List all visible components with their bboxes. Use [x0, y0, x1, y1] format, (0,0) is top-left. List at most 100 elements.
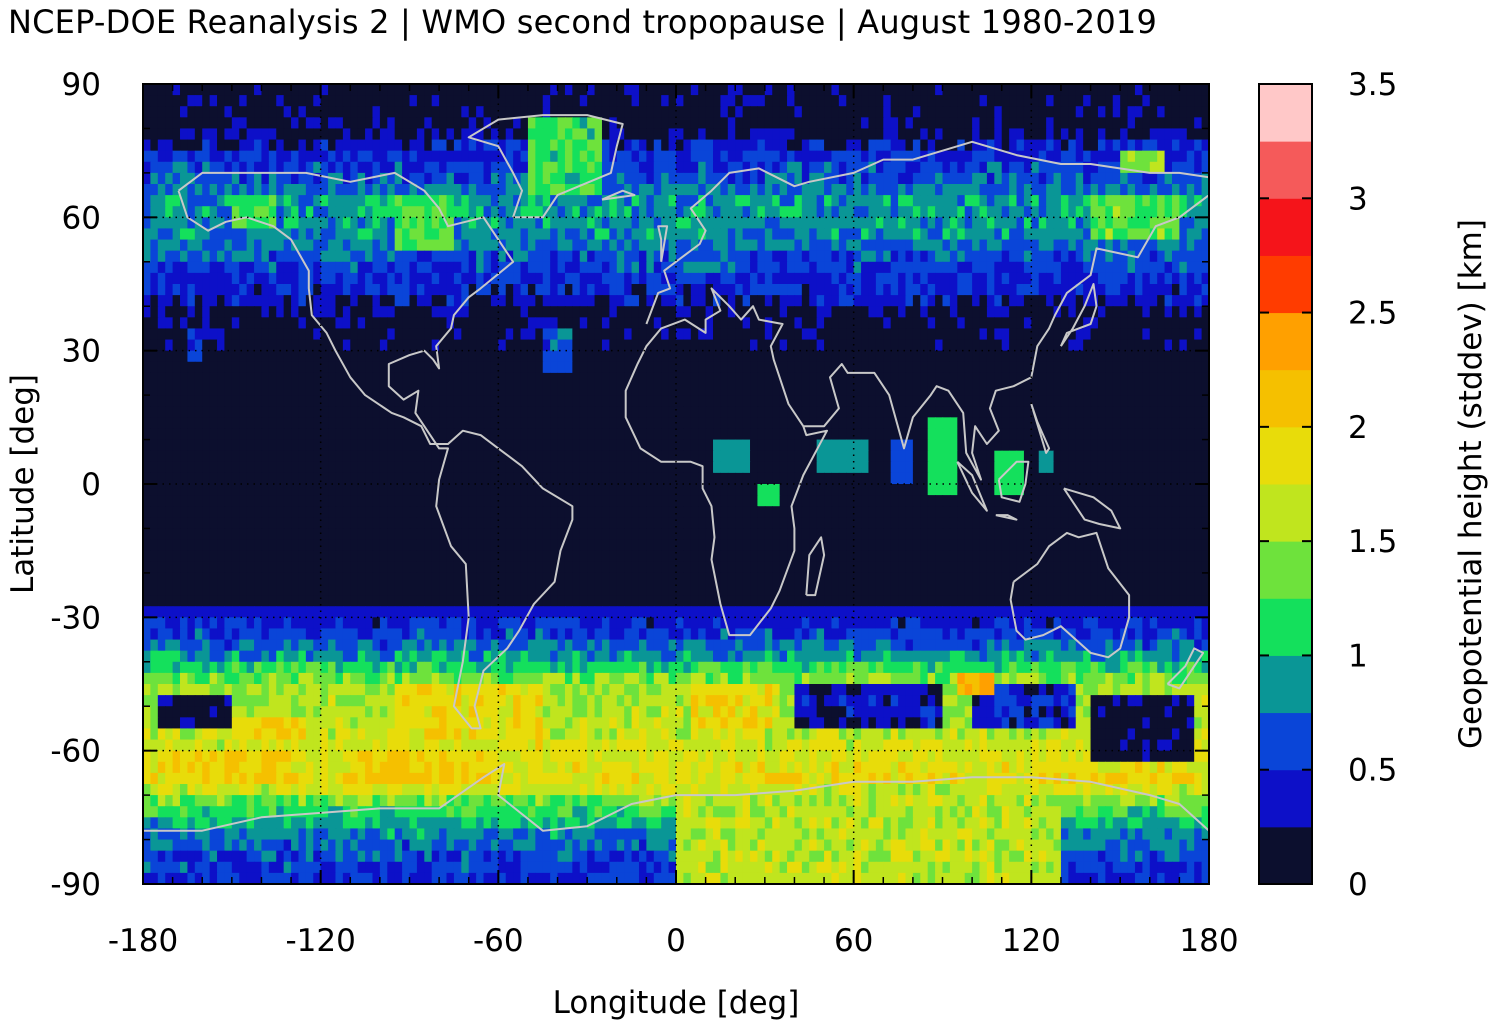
heatmap-cell: [727, 95, 736, 107]
heatmap-cell: [187, 372, 196, 385]
heatmap-cell: [713, 461, 722, 474]
heatmap-cell: [246, 184, 255, 196]
heatmap-cell: [935, 206, 944, 218]
heatmap-cell: [542, 372, 551, 385]
heatmap-cell: [668, 150, 677, 163]
heatmap-cell: [1075, 350, 1084, 363]
heatmap-cell: [705, 284, 714, 296]
heatmap-cell: [372, 272, 381, 285]
heatmap-cell: [698, 261, 707, 274]
heatmap-cell: [890, 317, 899, 330]
heatmap-cell: [231, 272, 240, 285]
heatmap-cell: [1134, 228, 1143, 241]
heatmap-cell: [320, 328, 329, 341]
heatmap-cell: [513, 417, 522, 430]
heatmap-cell: [1090, 406, 1099, 418]
heatmap-cell: [713, 339, 722, 352]
heatmap-cell: [1120, 117, 1129, 130]
heatmap-cell: [757, 106, 766, 118]
heatmap-cell: [505, 317, 514, 330]
heatmap-cell: [609, 228, 618, 241]
heatmap-cell: [1023, 139, 1032, 152]
heatmap-cell: [905, 139, 914, 152]
heatmap-cell: [180, 261, 189, 274]
heatmap-cell: [875, 428, 884, 441]
heatmap-cell: [172, 284, 181, 296]
heatmap-cell: [779, 372, 788, 385]
heatmap-cell: [305, 239, 314, 252]
heatmap-cell: [794, 328, 803, 341]
heatmap-cell: [1201, 317, 1209, 330]
heatmap-cell: [809, 150, 818, 163]
heatmap-cell: [209, 172, 218, 185]
heatmap-cell: [683, 95, 692, 107]
heatmap-cell: [276, 239, 285, 252]
heatmap-cell: [1112, 317, 1121, 330]
heatmap-cell: [912, 217, 921, 230]
heatmap-cell: [853, 161, 862, 174]
heatmap-cell: [1097, 228, 1106, 241]
heatmap-cell: [202, 128, 211, 141]
heatmap-cell: [542, 439, 551, 452]
heatmap-cell: [986, 117, 995, 130]
heatmap-cell: [564, 139, 573, 152]
heatmap-cell: [490, 217, 499, 230]
heatmap-cell: [772, 150, 781, 163]
heatmap-cell: [446, 217, 455, 230]
heatmap-cell: [1068, 106, 1077, 118]
heatmap-cell: [342, 384, 351, 396]
heatmap-cell: [986, 328, 995, 341]
heatmap-cell: [705, 250, 714, 263]
heatmap-cell: [1120, 195, 1129, 207]
heatmap-cell: [653, 450, 662, 463]
heatmap-cell: [957, 272, 966, 285]
heatmap-cell: [1164, 439, 1173, 452]
heatmap-cell: [402, 450, 411, 463]
heatmap-cell: [875, 139, 884, 152]
heatmap-cell: [698, 150, 707, 163]
heatmap-cell: [972, 84, 981, 96]
heatmap-cell: [1171, 384, 1180, 396]
heatmap-cell: [1112, 439, 1121, 452]
heatmap-cell: [542, 395, 551, 407]
heatmap-cell: [927, 95, 936, 107]
heatmap-cell: [794, 217, 803, 230]
heatmap-cell: [1186, 361, 1195, 374]
heatmap-cell: [735, 128, 744, 141]
heatmap-cell: [1179, 417, 1188, 430]
heatmap-cell: [638, 106, 647, 118]
heatmap-cell: [683, 161, 692, 174]
heatmap-cell: [1105, 284, 1114, 296]
heatmap-cell: [1075, 239, 1084, 252]
heatmap-cell: [283, 395, 292, 407]
heatmap-cell: [468, 428, 477, 441]
heatmap-cell: [1171, 272, 1180, 285]
heatmap-cell: [861, 439, 870, 452]
heatmap-cell: [609, 195, 618, 207]
heatmap-cell: [890, 228, 899, 241]
heatmap-cell: [1053, 317, 1062, 330]
heatmap-cell: [920, 261, 929, 274]
heatmap-cell: [579, 261, 588, 274]
heatmap-cell: [328, 150, 337, 163]
heatmap-cell: [1016, 128, 1025, 141]
heatmap-cell: [557, 206, 566, 218]
heatmap-cell: [431, 261, 440, 274]
heatmap-cell: [461, 439, 470, 452]
heatmap-cell: [1127, 206, 1136, 218]
heatmap-cell: [735, 206, 744, 218]
heatmap-cell: [1149, 128, 1158, 141]
heatmap-cell: [964, 206, 973, 218]
heatmap-cell: [846, 272, 855, 285]
heatmap-cell: [1031, 328, 1040, 341]
heatmap-cell: [224, 284, 233, 296]
heatmap-cell: [157, 306, 166, 318]
heatmap-cell: [883, 272, 892, 285]
heatmap-cell: [1053, 261, 1062, 274]
heatmap-cell: [579, 361, 588, 374]
heatmap-cell: [920, 350, 929, 363]
heatmap-cell: [483, 417, 492, 430]
heatmap-cell: [224, 84, 233, 96]
heatmap-cell: [1046, 339, 1055, 352]
heatmap-cell: [357, 350, 366, 363]
